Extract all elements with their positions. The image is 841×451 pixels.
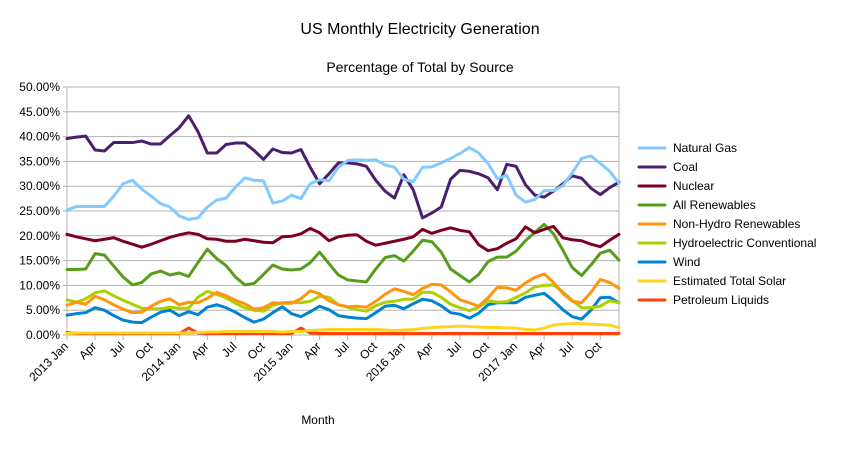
x-tick-label: Jul <box>107 339 128 360</box>
y-tick-label: 25.00% <box>19 204 60 218</box>
y-tick-label: 20.00% <box>19 229 60 243</box>
x-tick-label: Apr <box>76 339 99 362</box>
x-tick-label: Apr <box>301 339 324 362</box>
y-tick-label: 10.00% <box>19 278 60 292</box>
chart-subtitle: Percentage of Total by Source <box>326 59 514 75</box>
y-tick-label: 5.00% <box>26 303 60 317</box>
legend-label-all-renewables: All Renewables <box>673 198 756 212</box>
y-tick-label: 0.00% <box>26 328 60 342</box>
legend-label-nuclear: Nuclear <box>673 179 714 193</box>
x-axis-label: Month <box>301 413 334 427</box>
x-tick-label: 2013 Jan <box>26 339 71 384</box>
series-lines <box>65 114 621 336</box>
legend-label-non-hydro-renewables: Non-Hydro Renewables <box>673 217 800 231</box>
y-tick-label: 15.00% <box>19 254 60 268</box>
x-tick-label: Apr <box>525 339 548 362</box>
y-tick-label: 30.00% <box>19 179 60 193</box>
x-tick-label: Jul <box>443 339 464 360</box>
legend-label-estimated-total-solar: Estimated Total Solar <box>673 274 786 288</box>
x-tick-label: Jul <box>219 339 240 360</box>
x-tick-label: Oct <box>357 339 381 363</box>
series-line-non-hydro-renewables <box>65 272 621 315</box>
series-line-nuclear <box>65 224 621 253</box>
series-line-all-renewables <box>65 222 621 287</box>
x-tick-label: Jul <box>556 339 577 360</box>
series-line-wind <box>65 291 621 325</box>
x-tick-label: Oct <box>132 339 156 363</box>
legend-label-natural-gas: Natural Gas <box>673 141 737 155</box>
y-tick-label: 40.00% <box>19 130 60 144</box>
y-tick-label: 45.00% <box>19 105 60 119</box>
y-tick-label: 35.00% <box>19 154 60 168</box>
legend-label-wind: Wind <box>673 255 700 269</box>
y-tick-label: 50.00% <box>19 80 60 94</box>
legend: Natural Gas Coal Nuclear All Renewables Non-… <box>637 141 816 307</box>
legend-label-hydroelectric-conventional: Hydroelectric Conventional <box>673 236 816 250</box>
series-line-coal <box>65 114 621 220</box>
y-axis-ticks: 0.00% 5.00% 10.00% 15.00% 20.00% 25.00% 30.00%… <box>19 80 60 342</box>
chart-title: US Monthly Electricity Generation <box>300 21 539 38</box>
series-line-natural-gas <box>65 146 621 221</box>
gridlines <box>63 86 619 336</box>
series-line-estimated-total-solar <box>65 322 621 336</box>
x-tick-label: Oct <box>581 339 605 363</box>
x-tick-label: Apr <box>413 339 436 362</box>
x-tick-label: Apr <box>188 339 211 362</box>
x-tick-label: Jul <box>331 339 352 360</box>
legend-label-petroleum-liquids: Petroleum Liquids <box>673 293 769 307</box>
legend-label-coal: Coal <box>673 160 698 174</box>
x-tick-label: Oct <box>469 339 493 363</box>
x-tick-label: Oct <box>244 339 268 363</box>
